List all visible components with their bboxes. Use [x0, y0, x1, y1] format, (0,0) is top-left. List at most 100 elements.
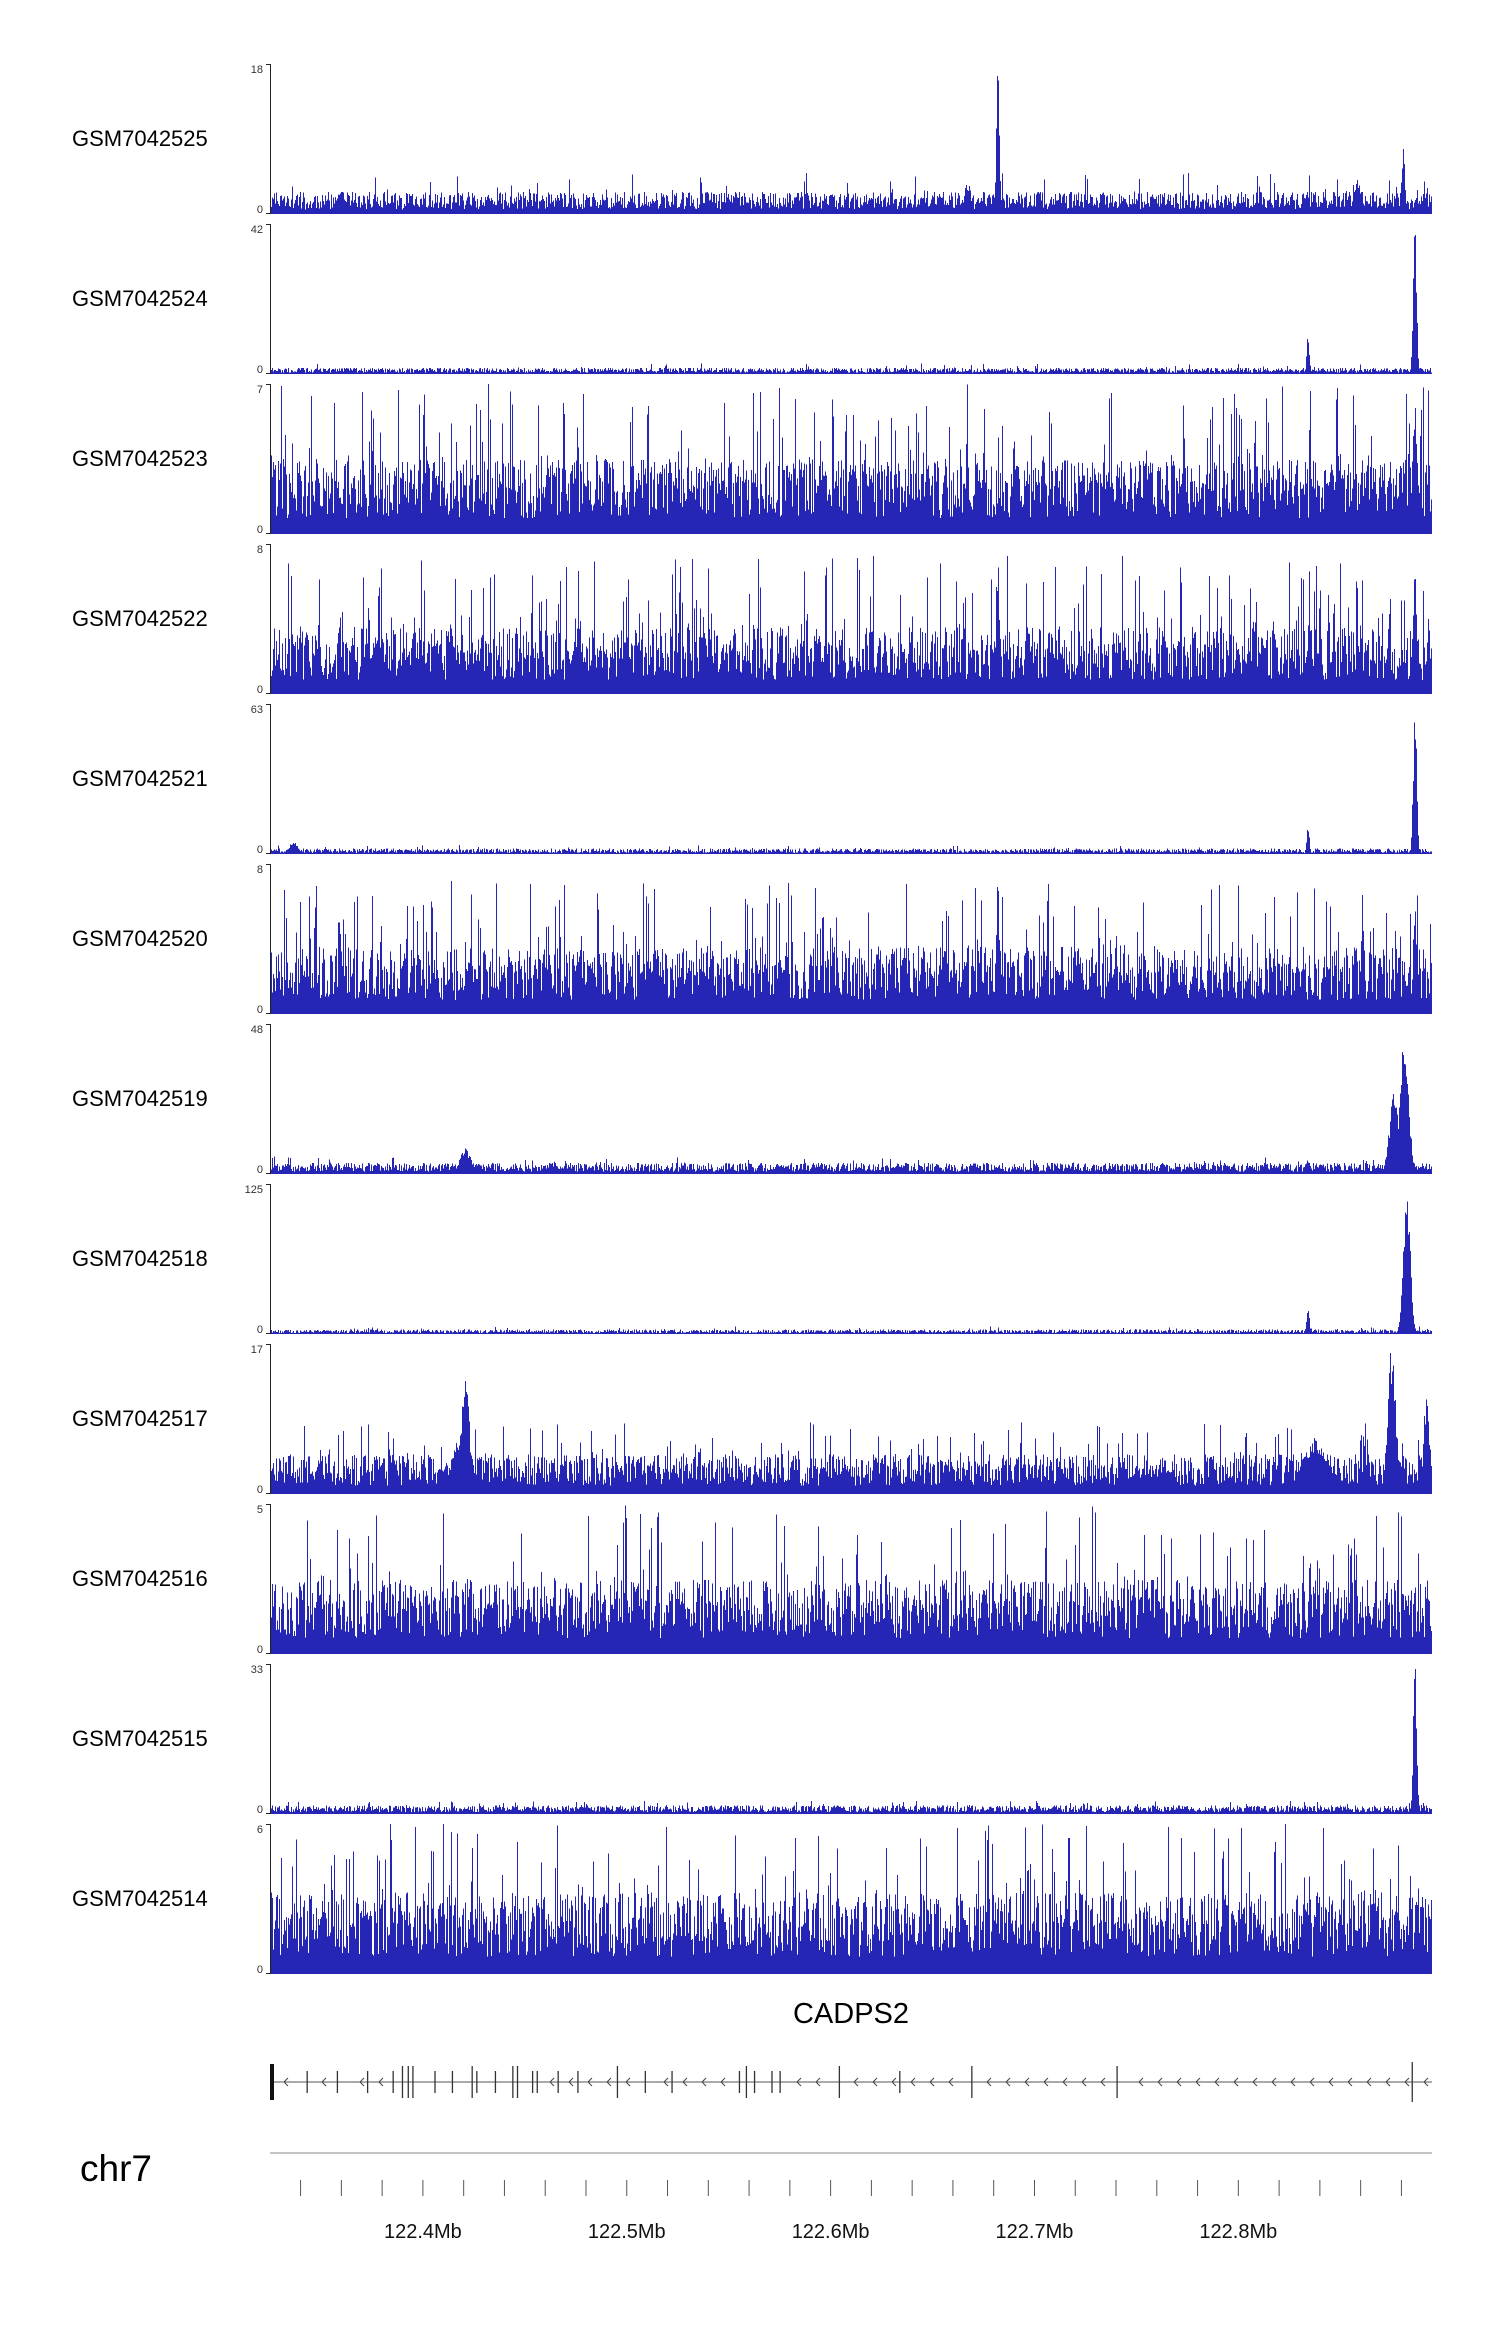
track-ymax-label: 8 — [257, 864, 263, 876]
strand-arrow-icon — [1138, 2077, 1144, 2087]
track-ymin-label: 0 — [257, 1324, 263, 1334]
track-row: GSM7042517 17 0 — [0, 1344, 1500, 1504]
genome-axis-svg: 122.4Mb 122.5Mb 122.6Mb 122.7Mb 122.8Mb — [270, 2152, 1432, 2243]
track-label: GSM7042522 — [72, 606, 208, 631]
track-ymin-label: 0 — [257, 1644, 263, 1654]
track-ymax-label: 5 — [257, 1504, 263, 1516]
strand-arrow-icon — [359, 2077, 365, 2087]
coverage-tracks: GSM7042525 18 0 GSM7042524 42 0 GSM7042523 7 0 GS… — [0, 64, 1500, 1984]
track-ymin-label: 0 — [257, 1484, 263, 1494]
track-label: GSM7042520 — [72, 926, 208, 951]
gene-model — [270, 2062, 1432, 2102]
axis-tick-label: 122.5Mb — [588, 2221, 666, 2243]
strand-arrow-icon — [1100, 2077, 1106, 2087]
strand-arrow-icon — [1081, 2077, 1087, 2087]
track-label: GSM7042524 — [72, 286, 208, 311]
track-row: GSM7042525 18 0 — [0, 64, 1500, 224]
axis-tick-label: 122.4Mb — [384, 2221, 462, 2243]
strand-arrow-icon — [549, 2077, 555, 2087]
strand-arrow-icon — [1423, 2077, 1429, 2087]
strand-arrow-icon — [1404, 2077, 1410, 2087]
track-row: GSM7042521 63 0 — [0, 704, 1500, 864]
strand-arrow-icon — [568, 2077, 574, 2087]
strand-arrow-icon — [1176, 2077, 1182, 2087]
coverage-plot: 42 0 — [251, 224, 1432, 374]
strand-arrow-icon — [1328, 2077, 1334, 2087]
track-ymin-label: 0 — [257, 684, 263, 694]
coverage-plot: 17 0 — [251, 1344, 1432, 1494]
track-row: GSM7042519 48 0 — [0, 1024, 1500, 1184]
track-label: GSM7042519 — [72, 1086, 208, 1111]
track-ymax-label: 33 — [251, 1664, 263, 1676]
track-label: GSM7042521 — [72, 766, 208, 791]
axis-tick-label: 122.8Mb — [1199, 2221, 1277, 2243]
strand-arrow-icon — [682, 2077, 688, 2087]
axis-tick-label: 122.6Mb — [792, 2221, 870, 2243]
track-ymax-label: 63 — [251, 704, 263, 716]
gene-title: CADPS2 — [792, 1998, 910, 2030]
track-ymax-label: 18 — [251, 64, 263, 76]
strand-arrow-icon — [1214, 2077, 1220, 2087]
track-label: GSM7042517 — [72, 1406, 208, 1431]
track-row: GSM7042515 33 0 — [0, 1664, 1500, 1824]
track-label: GSM7042514 — [72, 1886, 208, 1911]
track-row: GSM7042522 8 0 — [0, 544, 1500, 704]
strand-arrow-icon — [986, 2077, 992, 2087]
strand-arrow-icon — [796, 2077, 802, 2087]
strand-arrow-icon — [815, 2077, 821, 2087]
track-row: GSM7042518 125 0 — [0, 1184, 1500, 1344]
track-ymax-label: 48 — [251, 1024, 263, 1036]
strand-arrow-icon — [606, 2077, 612, 2087]
track-ymin-label: 0 — [257, 1964, 263, 1974]
coverage-plot: 18 0 — [251, 64, 1432, 214]
track-ymax-label: 7 — [257, 384, 263, 396]
strand-arrow-icon — [1385, 2077, 1391, 2087]
coverage-plot: 63 0 — [251, 704, 1432, 854]
track-ymax-label: 6 — [257, 1824, 263, 1836]
track-ymin-label: 0 — [257, 1004, 263, 1014]
coverage-plot: 80 — [257, 864, 1432, 1014]
coverage-plot: 125 0 — [245, 1184, 1432, 1334]
strand-arrow-icon — [283, 2077, 289, 2087]
strand-arrow-icon — [321, 2077, 327, 2087]
coverage-plot: 50 — [257, 1504, 1432, 1654]
exon-mark — [270, 2064, 274, 2100]
strand-arrow-icon — [853, 2077, 859, 2087]
track-row: GSM7042523 7 0 — [0, 384, 1500, 544]
strand-arrow-icon — [1290, 2077, 1296, 2087]
track-ymin-label: 0 — [257, 1164, 263, 1174]
track-row: GSM7042514 6 0 — [0, 1824, 1500, 1984]
coverage-plot: 33 0 — [251, 1664, 1432, 1814]
track-ymin-label: 0 — [257, 844, 263, 854]
strand-arrow-icon — [1366, 2077, 1372, 2087]
strand-arrow-icon — [587, 2077, 593, 2087]
chromosome-label: chr7 — [80, 2148, 152, 2189]
strand-arrow-icon — [378, 2077, 384, 2087]
strand-arrow-icon — [1347, 2077, 1353, 2087]
track-label: GSM7042525 — [72, 126, 208, 151]
track-ymax-label: 42 — [251, 224, 263, 236]
coverage-plot: 48 0 — [251, 1024, 1432, 1174]
track-ymin-label: 0 — [257, 364, 263, 374]
strand-arrow-icon — [1157, 2077, 1163, 2087]
strand-arrow-icon — [929, 2077, 935, 2087]
track-ymin-label: 0 — [257, 1804, 263, 1814]
strand-arrow-icon — [625, 2077, 631, 2087]
strand-arrow-icon — [1043, 2077, 1049, 2087]
strand-arrow-icon — [872, 2077, 878, 2087]
strand-arrow-icon — [1309, 2077, 1315, 2087]
track-label: GSM7042518 — [72, 1246, 208, 1271]
strand-arrow-icon — [910, 2077, 916, 2087]
track-row: GSM7042516 5 0 — [0, 1504, 1500, 1664]
coverage-plot: 60 — [257, 1824, 1432, 1974]
strand-arrow-icon — [948, 2077, 954, 2087]
track-label: GSM7042515 — [72, 1726, 208, 1751]
strand-arrow-icon — [1252, 2077, 1258, 2087]
strand-arrow-icon — [701, 2077, 707, 2087]
coverage-plot: 80 — [257, 544, 1432, 694]
strand-arrow-icon — [1233, 2077, 1239, 2087]
track-row: GSM7042520 8 0 — [0, 864, 1500, 1024]
track-label: GSM7042523 — [72, 446, 208, 471]
strand-arrow-icon — [1024, 2077, 1030, 2087]
strand-arrow-icon — [1062, 2077, 1068, 2087]
